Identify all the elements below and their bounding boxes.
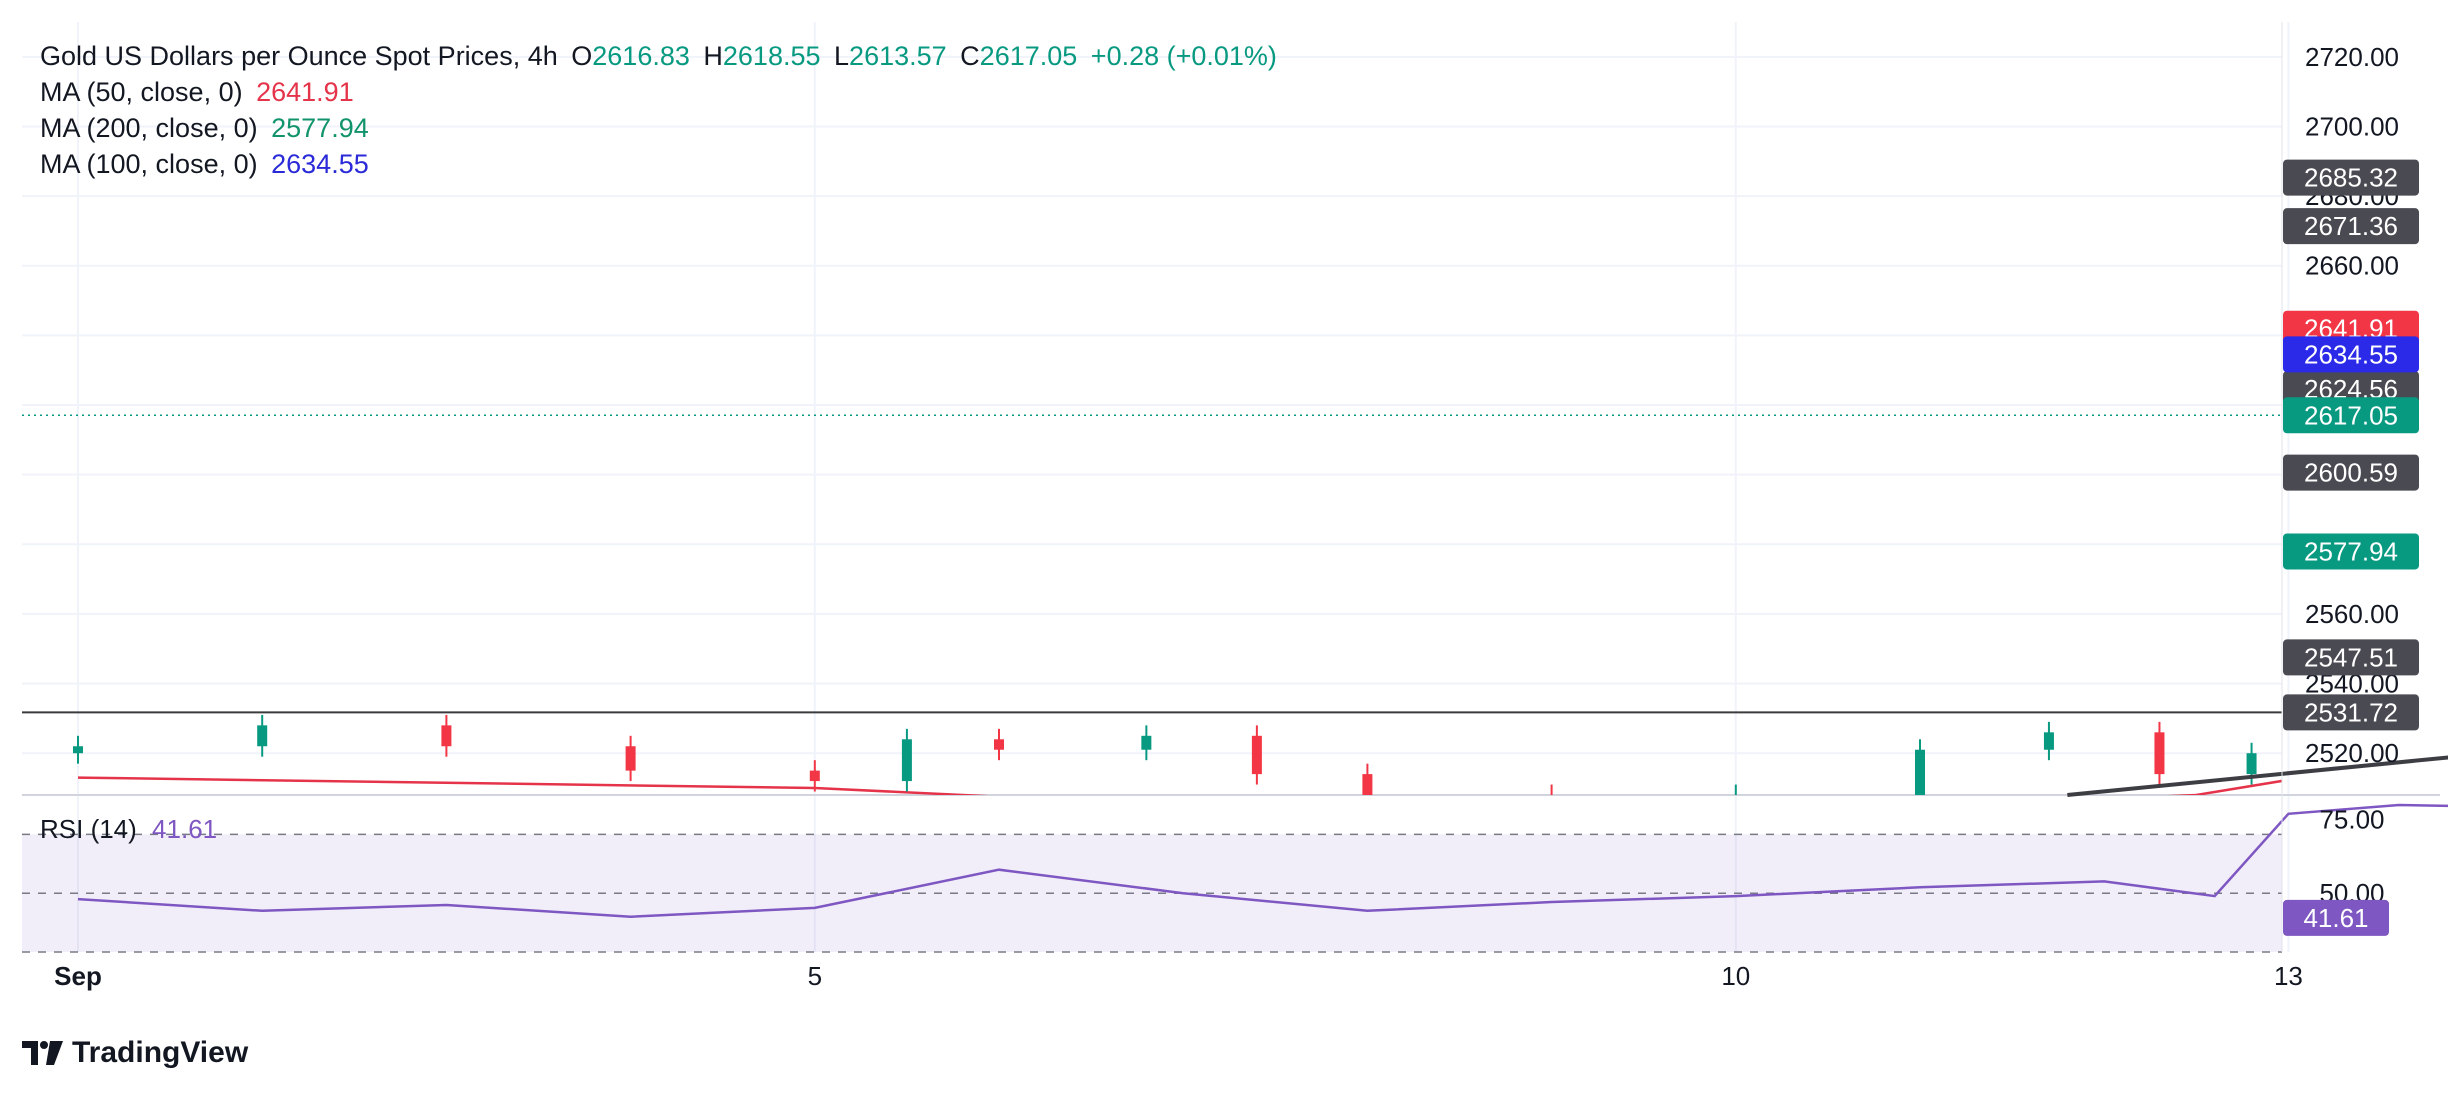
candle-0 [73, 746, 83, 754]
y-tick-1: 2700.00 [2305, 111, 2399, 141]
price-tag-1 [2283, 336, 2419, 373]
y-tick-6: 2520.00 [2305, 738, 2399, 768]
ma200-value: 2577.94 [271, 113, 369, 143]
hline-tag-5 [2283, 694, 2419, 731]
hline-tag-3 [2283, 454, 2419, 491]
candle-15 [2246, 753, 2257, 775]
ma50-line [77, 776, 2282, 795]
candle-12 [1915, 749, 1925, 795]
x-tick-0: Sep [54, 961, 102, 991]
symbol-title: Gold US Dollars per Ounce Spot Prices, 4… [40, 41, 558, 71]
open-label: O [571, 41, 593, 71]
hline-tag-label-5: 2531.72 [2304, 697, 2398, 727]
open-value: 2616.83 [592, 41, 690, 71]
symbol-legend: Gold US Dollars per Ounce Spot Prices, 4… [40, 38, 1283, 74]
candle-7 [1141, 735, 1152, 750]
candle-6 [994, 739, 1004, 750]
candle-14 [2154, 732, 2165, 775]
high-label: H [703, 41, 723, 71]
y-tick-0: 2720.00 [2305, 42, 2399, 72]
ma50-value: 2641.91 [256, 77, 354, 107]
hline-tag-0 [2283, 159, 2419, 196]
candle-8 [1251, 735, 1262, 775]
hline-tag-4 [2283, 639, 2419, 676]
close-label: C [960, 41, 980, 71]
ma50-legend[interactable]: MA (50, close, 0) 2641.91 [40, 74, 360, 110]
rsi-tick-0: 75.00 [2319, 805, 2384, 835]
ma200-legend[interactable]: MA (200, close, 0) 2577.94 [40, 110, 375, 146]
candle-10 [1547, 795, 1557, 802]
x-tick-3: 13 [2274, 961, 2303, 991]
low-value: 2613.57 [849, 41, 947, 71]
ma100-legend[interactable]: MA (100, close, 0) 2634.55 [40, 146, 375, 182]
brand-name: TradingView [72, 1036, 249, 1069]
rsi-legend[interactable]: RSI (14) 41.61 [40, 814, 217, 845]
rsi-line [77, 803, 2448, 918]
x-tick-1: 5 [808, 961, 822, 991]
y-tick-4: 2560.00 [2305, 599, 2399, 629]
high-value: 2618.55 [722, 41, 821, 71]
hline-tag-1 [2283, 208, 2419, 245]
x-tick-2: 10 [1721, 961, 1750, 991]
close-value: 2617.05 [979, 41, 1078, 71]
ma100-value: 2634.55 [271, 149, 369, 179]
candle-13 [2043, 732, 2054, 750]
hline-tag-label-0: 2685.32 [2304, 163, 2398, 193]
price-plot [22, 552, 2448, 1067]
ma200-label: MA (200, close, 0) [40, 113, 258, 143]
y-tick-3: 2660.00 [2305, 251, 2399, 281]
hline-tag-label-3: 2600.59 [2304, 458, 2398, 488]
hline-tag-label-1: 2671.36 [2304, 211, 2398, 241]
price-tag-label-3: 2577.94 [2304, 536, 2398, 566]
ma200-line [78, 552, 2448, 1067]
rsi-value-tag [2283, 899, 2389, 936]
price-tag-2 [2283, 397, 2419, 434]
hline-tag-label-4: 2547.51 [2304, 642, 2398, 672]
ma50-label: MA (50, close, 0) [40, 77, 243, 107]
rsi-value-label: 41.61 [2303, 903, 2368, 933]
rsi-label: RSI (14) [40, 814, 137, 844]
candle-5 [901, 739, 912, 782]
change-value: +0.28 (+0.01%) [1090, 41, 1277, 71]
tradingview-logo-icon [22, 1041, 63, 1065]
candle-9 [1362, 774, 1373, 795]
candle-1 [257, 725, 268, 747]
low-label: L [834, 41, 850, 71]
price-tag-3 [2283, 533, 2419, 570]
price-tag-label-1: 2634.55 [2304, 339, 2398, 369]
ma100-label: MA (100, close, 0) [40, 149, 258, 179]
tradingview-logo[interactable]: TradingView [22, 1036, 248, 1070]
price-tag-label-2: 2617.05 [2304, 400, 2398, 430]
candle-3 [625, 746, 636, 771]
rsi-legend-value: 41.61 [152, 814, 218, 844]
rsi-band [22, 834, 2282, 952]
candle-4 [809, 770, 820, 782]
candle-2 [441, 725, 452, 747]
